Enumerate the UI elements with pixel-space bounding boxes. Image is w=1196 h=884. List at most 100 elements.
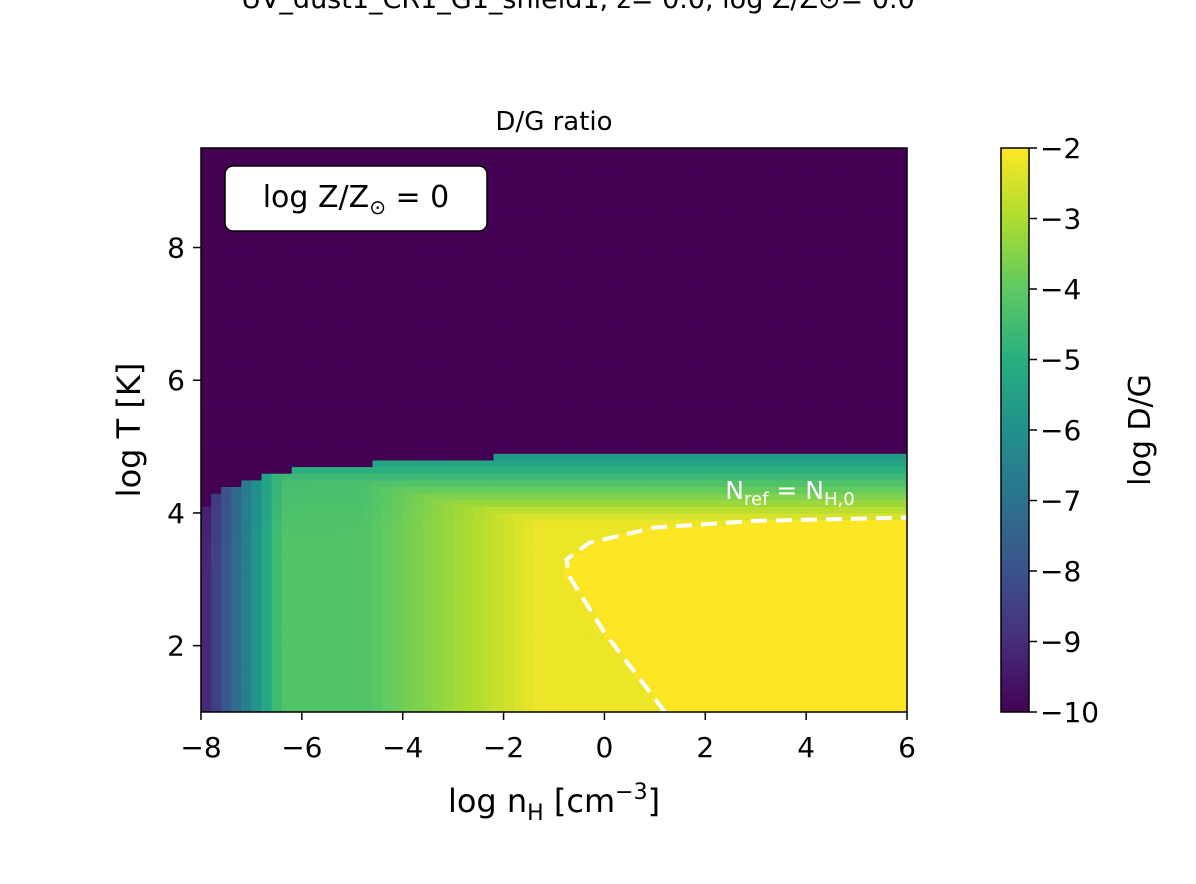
heatmap-cell: [503, 612, 515, 620]
heatmap-cell: [402, 300, 414, 308]
heatmap-cell: [695, 559, 706, 567]
heatmap-cell: [755, 439, 767, 448]
heatmap-cell: [765, 459, 777, 468]
heatmap-cell: [634, 353, 646, 361]
heatmap-cell: [725, 678, 737, 687]
heatmap-cell: [231, 340, 242, 348]
heatmap-cell: [443, 473, 454, 481]
heatmap-cell: [614, 698, 626, 706]
heatmap-cell: [664, 274, 676, 282]
heatmap-cell: [362, 658, 374, 667]
heatmap-cell: [725, 579, 737, 587]
heatmap-cell: [402, 466, 414, 474]
heatmap-cell: [543, 174, 555, 182]
heatmap-cell: [281, 599, 293, 607]
heatmap-cell: [453, 293, 464, 302]
heatmap-cell: [241, 678, 253, 687]
heatmap-cell: [261, 274, 273, 282]
heatmap-cell: [664, 678, 676, 687]
heatmap-cell: [755, 148, 767, 156]
heatmap-cell: [463, 692, 474, 700]
heatmap-cell: [614, 612, 626, 620]
heatmap-cell: [644, 320, 656, 328]
heatmap-cell: [634, 220, 646, 229]
heatmap-cell: [725, 148, 737, 156]
heatmap-cell: [554, 592, 565, 600]
heatmap-cell: [584, 333, 595, 342]
heatmap-cell: [594, 267, 606, 275]
heatmap-cell: [211, 473, 222, 481]
heatmap-cell: [241, 459, 253, 468]
heatmap-cell: [372, 559, 384, 567]
heatmap-cell: [654, 161, 666, 169]
heatmap-cell: [755, 433, 767, 441]
heatmap-cell: [372, 512, 384, 521]
heatmap-cell: [261, 612, 273, 620]
heatmap-cell: [291, 260, 303, 269]
heatmap-cell: [775, 234, 787, 242]
heatmap-cell: [372, 585, 384, 594]
heatmap-cell: [483, 592, 495, 600]
heatmap-cell: [231, 566, 242, 574]
heatmap-cell: [614, 353, 626, 361]
heatmap-cell: [705, 300, 716, 308]
heatmap-cell: [725, 287, 737, 295]
heatmap-cell: [564, 566, 575, 574]
heatmap-cell: [574, 466, 585, 474]
heatmap-cell: [311, 234, 323, 242]
heatmap-cell: [422, 433, 434, 441]
heatmap-cell: [725, 532, 737, 541]
heatmap-cell: [554, 499, 565, 507]
heatmap-cell: [513, 267, 525, 275]
heatmap-cell: [675, 247, 686, 255]
heatmap-cell: [342, 386, 353, 395]
heatmap-cell: [523, 167, 535, 176]
heatmap-cell: [271, 413, 283, 421]
heatmap-cell: [705, 366, 716, 375]
heatmap-cell: [745, 639, 757, 647]
heatmap-cell: [735, 552, 747, 560]
heatmap-cell: [695, 579, 706, 587]
heatmap-cell: [564, 665, 575, 673]
heatmap-cell: [523, 506, 535, 514]
heatmap-cell: [291, 426, 303, 434]
heatmap-cell: [755, 592, 767, 600]
heatmap-cell: [604, 453, 616, 461]
heatmap-cell: [402, 612, 414, 620]
heatmap-cell: [493, 154, 505, 162]
heatmap-cell: [634, 393, 646, 401]
heatmap-cell: [201, 446, 212, 454]
heatmap-cell: [291, 512, 303, 521]
heatmap-cell: [705, 267, 716, 275]
heatmap-cell: [755, 698, 767, 706]
heatmap-cell: [372, 413, 384, 421]
heatmap-cell: [664, 532, 676, 541]
heatmap-cell: [342, 327, 353, 335]
heatmap-cell: [281, 433, 293, 441]
heatmap-cell: [432, 267, 444, 275]
heatmap-cell: [221, 566, 232, 574]
heatmap-cell: [523, 234, 535, 242]
heatmap-cell: [322, 479, 333, 487]
heatmap-cell: [402, 307, 414, 315]
heatmap-cell: [503, 672, 515, 680]
heatmap-cell: [372, 698, 384, 706]
heatmap-cell: [422, 320, 434, 328]
heatmap-cell: [362, 340, 374, 348]
heatmap-cell: [513, 386, 525, 395]
heatmap-cell: [261, 532, 273, 541]
heatmap-cell: [201, 612, 212, 620]
heatmap-cell: [211, 493, 222, 501]
heatmap-cell: [644, 386, 656, 395]
heatmap-cell: [432, 499, 444, 507]
heatmap-cell: [745, 174, 757, 182]
heatmap-cell: [755, 333, 767, 342]
heatmap-cell: [271, 559, 283, 567]
heatmap-cell: [675, 347, 686, 355]
heatmap-cell: [311, 552, 323, 560]
heatmap-cell: [412, 154, 424, 162]
heatmap-cell: [311, 632, 323, 640]
heatmap-cell: [715, 307, 727, 315]
heatmap-cell: [402, 373, 414, 381]
heatmap-cell: [493, 678, 505, 687]
